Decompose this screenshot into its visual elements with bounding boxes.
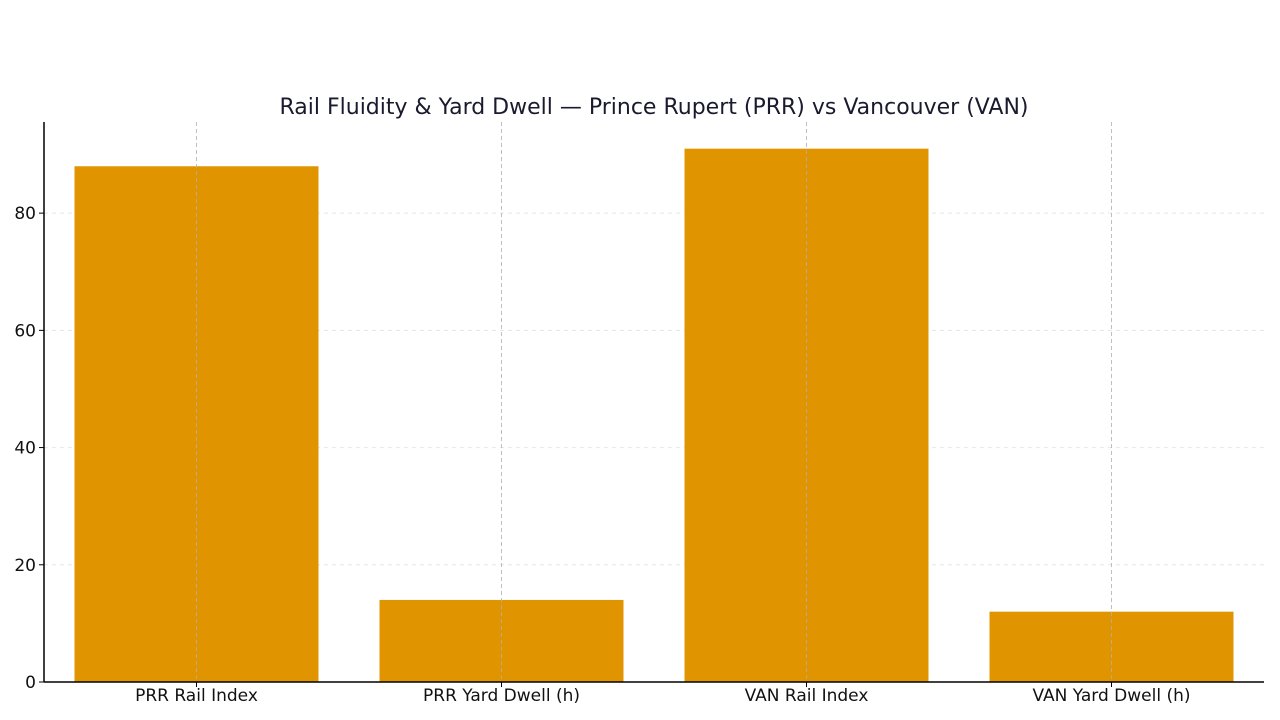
bars-layer <box>74 148 1234 682</box>
y-tick-label: 40 <box>14 439 36 459</box>
axes-layer <box>43 122 1264 683</box>
ticks-layer: 0 20 40 60 80 PRR Rail Index PRR Yard Dwell (h… <box>14 204 1190 706</box>
x-tick-label: VAN Yard Dwell (h) <box>1033 686 1191 706</box>
vertical-grid-layer <box>196 122 1112 682</box>
y-tick-label: 60 <box>14 321 36 341</box>
chart-title: Rail Fluidity & Yard Dwell — Prince Rupe… <box>279 95 1028 120</box>
x-tick-label: VAN Rail Index <box>745 686 869 706</box>
x-tick-label: PRR Rail Index <box>135 686 258 706</box>
y-tick-label: 0 <box>25 673 36 693</box>
y-tick-label: 20 <box>14 556 36 576</box>
x-tick-label: PRR Yard Dwell (h) <box>423 686 580 706</box>
y-tick-label: 80 <box>14 204 36 224</box>
